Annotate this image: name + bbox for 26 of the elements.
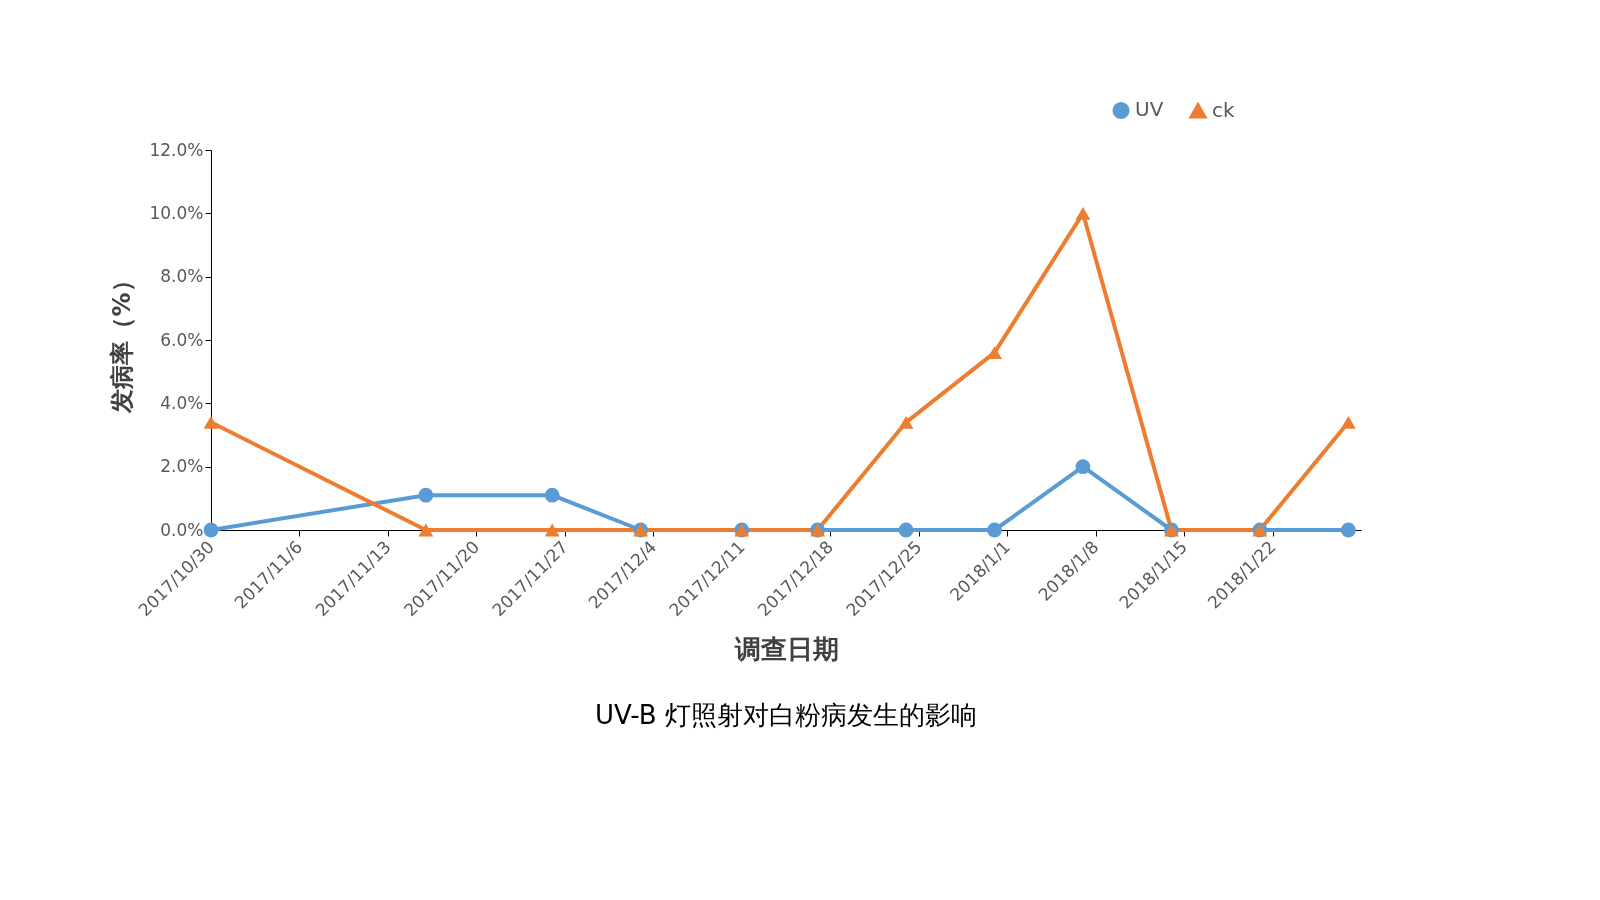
point bbox=[203, 522, 219, 538]
point bbox=[1075, 206, 1091, 220]
y-tick-label: 12.0% bbox=[149, 139, 204, 160]
text: UV-B 灯照射对白粉病发生的影响 bbox=[595, 699, 977, 730]
point bbox=[544, 487, 560, 503]
point bbox=[987, 522, 1002, 538]
point bbox=[418, 523, 434, 537]
point bbox=[203, 415, 219, 429]
y-tick-label: 0.0% bbox=[160, 519, 204, 540]
y-tick-label: 6.0% bbox=[160, 329, 204, 350]
point bbox=[987, 346, 1002, 360]
point bbox=[1340, 522, 1356, 538]
point bbox=[1075, 459, 1091, 475]
y-tick-label: 2.0% bbox=[160, 456, 204, 477]
point bbox=[544, 523, 560, 537]
point bbox=[898, 522, 914, 538]
y-tick-label: 8.0% bbox=[160, 266, 204, 287]
x-axis-title: 调查日期 bbox=[733, 634, 839, 665]
y-tick-label: 10.0% bbox=[149, 202, 204, 223]
y-axis-title: 发病率（%） bbox=[108, 268, 137, 414]
point bbox=[418, 487, 434, 503]
legend-label: UV bbox=[1135, 97, 1164, 122]
point bbox=[1340, 415, 1356, 429]
point bbox=[898, 415, 914, 429]
y-tick-label: 4.0% bbox=[160, 392, 204, 413]
legend-label: ck bbox=[1212, 97, 1235, 122]
